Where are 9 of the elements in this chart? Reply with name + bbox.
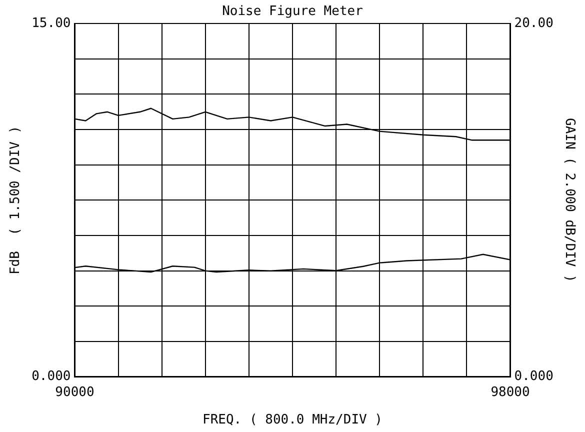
y-axis-title: FdB ( 1.500 /DIV ) <box>8 126 24 275</box>
y2-tick-label: 20.00 <box>514 16 554 31</box>
y2-tick-label: 0.000 <box>514 369 554 384</box>
x-tick-label: 90000 <box>55 384 94 400</box>
y-tick-label: 15.00 <box>32 16 71 31</box>
x-axis-title: FREQ. ( 800.0 MHz/DIV ) <box>202 412 383 428</box>
x-tick-label: 98000 <box>490 384 530 400</box>
chart-title: Noise Figure Meter <box>222 4 364 20</box>
y2-axis-title: GAIN ( 2.000 dB/DIV ) <box>562 118 577 282</box>
